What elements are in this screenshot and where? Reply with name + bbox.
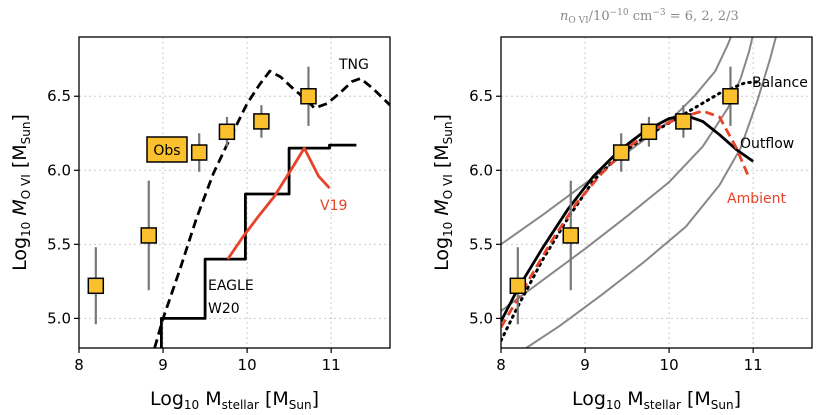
v19-label: V19 bbox=[320, 198, 347, 214]
balance-label: Balance bbox=[752, 75, 808, 91]
series-tng bbox=[153, 69, 390, 348]
right-observations bbox=[509, 66, 739, 325]
series-eagle-w20 bbox=[160, 143, 357, 348]
left-xlabel: Log10 Mstellar [MSun] bbox=[150, 388, 319, 412]
obs-legend-label: Obs bbox=[153, 143, 180, 159]
ambient-label: Ambient bbox=[727, 191, 786, 207]
obs-marker bbox=[87, 277, 105, 295]
w20-label: W20 bbox=[208, 301, 240, 317]
y-tick-label: 6.5 bbox=[47, 87, 71, 105]
series-v19 bbox=[226, 146, 331, 260]
left-axes-frame bbox=[78, 36, 391, 349]
series-n-2 bbox=[501, 37, 754, 312]
left-observations bbox=[87, 66, 317, 325]
left-ylabel: Log10 MO VI [MSun] bbox=[9, 114, 33, 271]
right-ylabel: Log10 MO VI [MSun] bbox=[431, 114, 455, 271]
left-ticks: 8 9 10 11 5.0 5.5 6.0 6.5 bbox=[47, 87, 341, 374]
y-tick-label: 6.0 bbox=[47, 161, 71, 179]
left-panel: 8 9 10 11 5.0 5.5 6.0 6.5 TNG EAGLE W20 V19 Obs… bbox=[9, 36, 391, 412]
x-tick-label: 11 bbox=[744, 356, 763, 374]
obs-marker bbox=[300, 87, 317, 105]
x-tick-label: 11 bbox=[322, 356, 341, 374]
right-ticks: 8 9 10 11 5.0 5.5 6.0 6.5 bbox=[469, 87, 763, 374]
obs-marker bbox=[509, 277, 527, 295]
right-axes-frame bbox=[500, 36, 813, 349]
tng-label: TNG bbox=[338, 57, 369, 73]
density-annotation: nO VI/10−10 cm−3 = 6, 2, 2/3 bbox=[560, 8, 739, 26]
x-tick-label: 8 bbox=[496, 356, 506, 374]
x-tick-label: 9 bbox=[580, 356, 590, 374]
x-tick-label: 10 bbox=[238, 356, 257, 374]
obs-marker bbox=[612, 144, 630, 161]
obs-marker bbox=[140, 227, 158, 244]
y-tick-label: 5.5 bbox=[47, 235, 71, 253]
y-tick-label: 6.5 bbox=[469, 87, 493, 105]
y-tick-label: 6.0 bbox=[469, 161, 493, 179]
right-panel: 8 9 10 11 5.0 5.5 6.0 6.5 Balance Outflow Ambie… bbox=[431, 8, 813, 412]
obs-marker bbox=[562, 227, 580, 244]
x-tick-label: 10 bbox=[660, 356, 679, 374]
left-grid bbox=[78, 37, 390, 348]
obs-legend-box bbox=[146, 136, 188, 163]
x-tick-label: 9 bbox=[158, 356, 168, 374]
x-tick-label: 8 bbox=[74, 356, 84, 374]
series-ambient bbox=[501, 109, 751, 329]
y-tick-label: 5.0 bbox=[469, 309, 493, 327]
obs-marker bbox=[190, 144, 208, 161]
right-xlabel: Log10 Mstellar [MSun] bbox=[572, 388, 741, 412]
obs-marker bbox=[253, 113, 270, 130]
y-tick-label: 5.0 bbox=[47, 309, 71, 327]
eagle-label: EAGLE bbox=[208, 278, 254, 294]
obs-marker bbox=[675, 113, 692, 130]
obs-marker bbox=[722, 87, 739, 105]
obs-marker bbox=[640, 123, 658, 141]
left-series bbox=[153, 69, 390, 348]
outflow-label: Outflow bbox=[740, 136, 794, 152]
y-tick-label: 5.5 bbox=[469, 235, 493, 253]
series-n-2-3 bbox=[525, 37, 777, 348]
obs-marker bbox=[218, 123, 236, 141]
